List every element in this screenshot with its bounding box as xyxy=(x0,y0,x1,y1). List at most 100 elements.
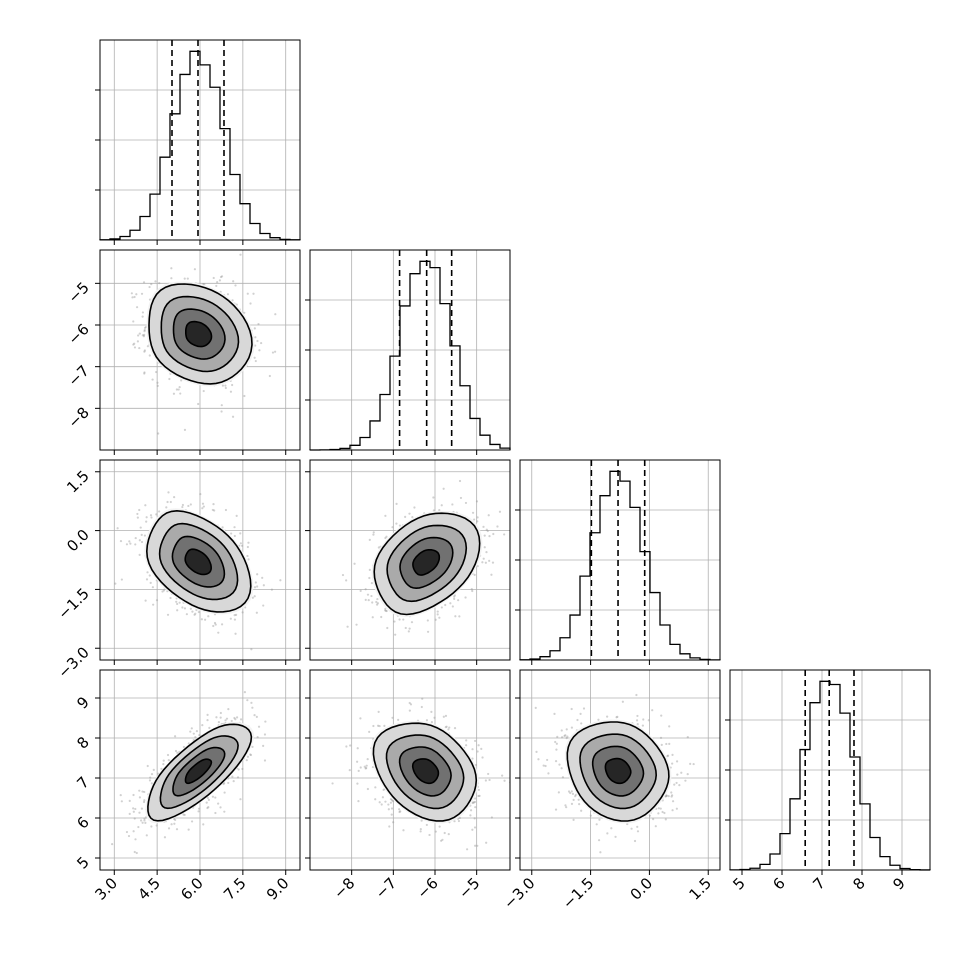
scatter-point xyxy=(206,713,209,716)
scatter-point xyxy=(224,386,227,390)
scatter-point xyxy=(179,392,182,395)
scatter-point xyxy=(174,818,177,822)
scatter-point xyxy=(440,606,443,609)
scatter-point xyxy=(232,780,235,783)
scatter-point xyxy=(262,744,265,747)
scatter-point xyxy=(155,824,158,827)
scatter-point xyxy=(143,790,146,794)
scatter-point xyxy=(256,339,259,343)
scatter-point xyxy=(187,828,190,831)
scatter-point xyxy=(442,715,445,718)
scatter-point xyxy=(144,821,147,824)
scatter-point xyxy=(466,848,469,851)
density-panel-3-1 xyxy=(99,459,301,661)
scatter-point xyxy=(457,599,460,602)
scatter-point xyxy=(389,797,393,801)
scatter-point xyxy=(484,779,487,782)
scatter-point xyxy=(213,509,216,512)
scatter-point xyxy=(193,268,196,271)
scatter-point xyxy=(251,745,254,748)
scatter-point xyxy=(482,525,485,528)
scatter-point xyxy=(443,831,446,835)
scatter-point xyxy=(143,817,146,820)
scatter-point xyxy=(566,735,569,738)
scatter-point xyxy=(341,573,345,577)
scatter-point xyxy=(240,544,244,547)
scatter-point xyxy=(132,343,135,346)
scatter-point xyxy=(357,769,360,772)
scatter-point xyxy=(345,745,348,748)
scatter-point xyxy=(181,503,185,507)
scatter-point xyxy=(217,721,220,724)
scatter-point xyxy=(235,514,238,518)
scatter-point xyxy=(561,736,564,739)
scatter-point xyxy=(383,724,386,727)
scatter-point xyxy=(243,394,246,398)
scatter-point xyxy=(453,820,456,823)
scatter-point xyxy=(483,546,486,549)
scatter-point xyxy=(154,280,157,283)
scatter-point xyxy=(375,603,379,606)
scatter-point xyxy=(125,543,129,546)
scatter-point xyxy=(246,292,249,295)
scatter-point xyxy=(205,801,208,804)
scatter-point xyxy=(376,597,379,601)
scatter-point xyxy=(221,384,225,387)
scatter-point xyxy=(128,799,131,802)
scatter-point xyxy=(503,533,506,536)
scatter-point xyxy=(219,716,222,719)
scatter-point xyxy=(166,500,169,504)
scatter-point xyxy=(143,371,146,374)
scatter-point xyxy=(254,344,257,347)
scatter-point xyxy=(410,621,414,624)
scatter-point xyxy=(670,791,673,794)
scatter-point xyxy=(384,800,387,803)
scatter-point xyxy=(589,814,592,817)
contour-level-2 xyxy=(172,308,226,360)
scatter-point xyxy=(453,595,456,598)
scatter-point xyxy=(206,806,209,810)
scatter-point xyxy=(368,576,371,580)
scatter-point xyxy=(139,819,143,822)
contour-level-3 xyxy=(158,522,239,601)
scatter-point xyxy=(389,801,392,804)
scatter-point xyxy=(557,791,560,794)
scatter-point xyxy=(542,764,545,767)
histogram-line xyxy=(99,50,301,241)
scatter-point xyxy=(131,296,134,299)
scatter-point xyxy=(668,742,671,745)
density-panel-3-2 xyxy=(309,459,511,661)
scatter-point xyxy=(230,532,233,535)
scatter-point xyxy=(135,851,138,855)
scatter-point xyxy=(141,315,144,318)
scatter-point xyxy=(246,554,249,558)
scatter-point xyxy=(234,284,237,287)
scatter-point xyxy=(233,614,236,617)
scatter-point xyxy=(488,778,491,782)
scatter-point xyxy=(390,798,394,802)
scatter-point xyxy=(253,356,256,359)
scatter-point xyxy=(380,803,383,806)
scatter-point xyxy=(143,372,146,375)
scatter-point xyxy=(364,767,367,770)
scatter-point xyxy=(384,536,387,540)
scatter-point xyxy=(134,838,137,841)
scatter-point xyxy=(398,524,401,527)
scatter-point xyxy=(249,753,252,756)
scatter-point xyxy=(490,573,493,576)
scatter-point xyxy=(570,707,573,711)
scatter-point xyxy=(158,510,161,513)
scatter-point xyxy=(606,715,609,718)
scatter-point xyxy=(390,813,393,816)
scatter-point xyxy=(660,714,663,717)
scatter-point xyxy=(501,774,504,777)
scatter-point xyxy=(391,526,394,529)
scatter-point xyxy=(471,801,474,805)
scatter-point xyxy=(477,788,480,792)
scatter-point xyxy=(378,801,381,804)
density-content xyxy=(100,460,300,660)
scatter-point xyxy=(476,565,479,568)
scatter-point xyxy=(218,279,222,282)
scatter-point xyxy=(143,326,147,330)
scatter-point xyxy=(119,539,123,543)
